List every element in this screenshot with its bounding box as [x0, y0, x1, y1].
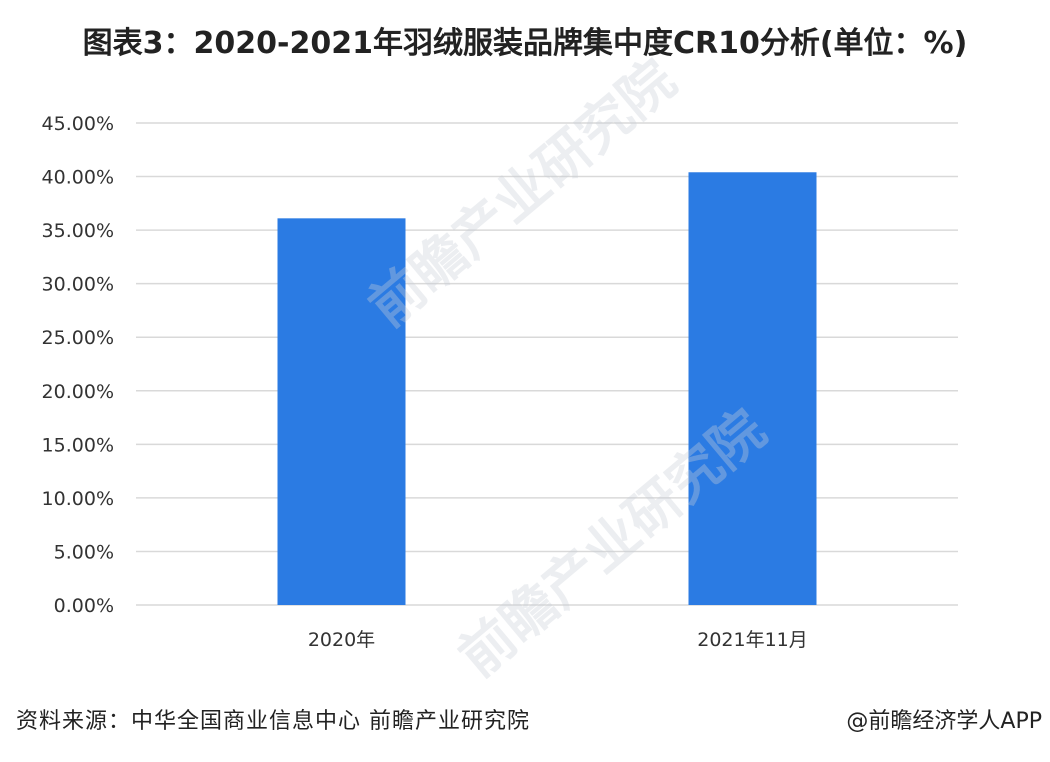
y-tick-label: 25.00%: [42, 327, 114, 349]
y-tick-label: 10.00%: [42, 488, 114, 510]
x-tick-label: 2020年: [308, 629, 375, 651]
bar: [688, 172, 817, 605]
y-tick-label: 20.00%: [42, 381, 114, 403]
y-tick-label: 40.00%: [42, 167, 114, 189]
y-tick-label: 15.00%: [42, 434, 114, 456]
y-tick-label: 0.00%: [54, 595, 114, 617]
x-tick-label: 2021年11月: [697, 629, 808, 651]
credit-note: @前瞻经济学人APP: [846, 709, 1042, 734]
bar-chart: 0.00% 5.00% 10.00% 15.00% 20.00% 25.00% 30.00%…: [42, 113, 958, 651]
y-tick-label: 5.00%: [54, 541, 114, 563]
bar: [277, 218, 406, 605]
source-note: 资料来源：中华全国商业信息中心 前瞻产业研究院: [16, 709, 530, 734]
y-tick-label: 45.00%: [42, 113, 114, 135]
y-tick-label: 30.00%: [42, 274, 114, 296]
y-tick-label: 35.00%: [42, 220, 114, 242]
chart-title: 图表3：2020-2021年羽绒服装品牌集中度CR10分析(单位：%): [82, 26, 968, 61]
